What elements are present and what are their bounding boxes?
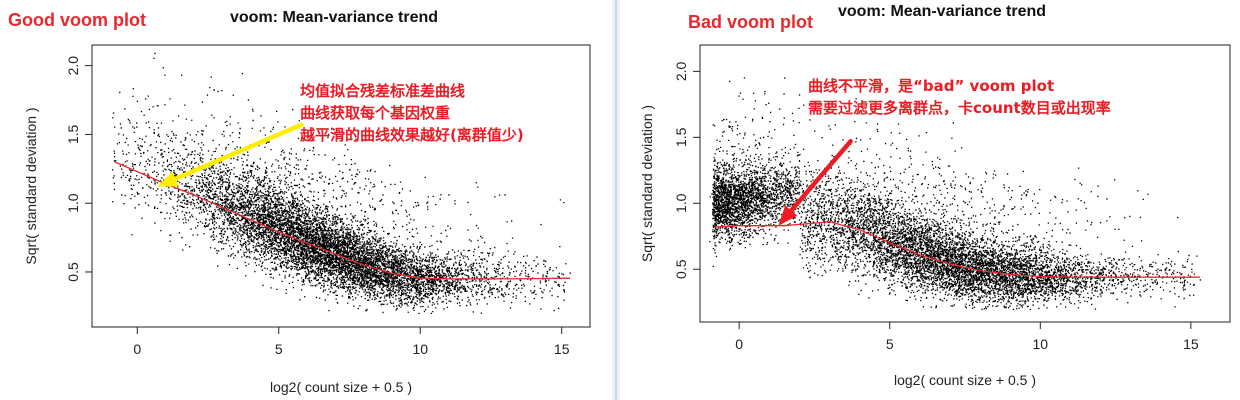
- y-tick-label: 1.5: [65, 124, 81, 144]
- annotation-line: 需要过滤更多离群点，卡count数目或出现率: [808, 99, 1111, 117]
- y-axis-label: Sqrt( standard deviation ): [639, 105, 655, 262]
- y-tick-label: 0.5: [673, 259, 689, 279]
- bad-voom-panel: 0 5 10 15 0.5 1.0 1.5 2.0 log2( count size + 0.5…: [620, 0, 1240, 400]
- x-axis-label: log2( count size + 0.5 ): [270, 379, 412, 395]
- annotation-line: 曲线获取每个基因权重: [300, 104, 451, 122]
- annotation-line: 越平滑的曲线效果越好(离群值少): [300, 126, 524, 144]
- x-tick-label: 5: [886, 336, 894, 352]
- x-tick-label: 5: [275, 341, 283, 357]
- y-tick-label: 2.0: [65, 56, 81, 76]
- annotation-line: 曲线不平滑，是“bad” voom plot: [808, 77, 1055, 95]
- good-voom-scatter-plot: 0 5 10 15 0.5 1.0 1.5 2.0 log2( count size + 0.5…: [23, 44, 591, 395]
- bad-voom-label: Bad voom plot: [688, 12, 813, 32]
- y-axis-label: Sqrt( standard deviation ): [23, 107, 39, 264]
- plot-frame: [91, 44, 591, 328]
- x-axis-label: log2( count size + 0.5 ): [894, 372, 1036, 388]
- good-voom-title: voom: Mean-variance trend: [230, 9, 439, 26]
- x-tick-label: 10: [1032, 336, 1048, 352]
- bad-voom-scatter-plot: 0 5 10 15 0.5 1.0 1.5 2.0 log2( count size + 0.5…: [639, 44, 1231, 388]
- bad-voom-annotation: 曲线不平滑，是“bad” voom plot 需要过滤更多离群点，卡count数…: [808, 75, 1111, 119]
- y-tick-label: 1.5: [673, 127, 689, 147]
- scatter-point-cloud: [709, 77, 1201, 310]
- bad-voom-title: voom: Mean-variance trend: [838, 3, 1047, 20]
- annotation-arrow-head: [157, 171, 179, 187]
- annotation-arrow-shaft: [173, 122, 304, 182]
- y-tick-label: 1.0: [65, 193, 81, 213]
- y-tick-label: 0.5: [65, 262, 81, 282]
- annotation-arrow-head: [778, 205, 798, 226]
- y-tick-label: 1.0: [673, 193, 689, 213]
- trend-line: [715, 221, 1200, 278]
- annotation-arrow-shaft: [789, 139, 853, 213]
- x-tick-label: 15: [554, 341, 570, 357]
- annotation-line: 均值拟合残差标准差曲线: [300, 82, 466, 100]
- x-tick-label: 0: [735, 336, 743, 352]
- x-tick-label: 0: [133, 341, 141, 357]
- scatter-points: [112, 52, 571, 315]
- good-voom-annotation: 均值拟合残差标准差曲线 曲线获取每个基因权重 越平滑的曲线效果越好(离群值少): [300, 80, 524, 146]
- good-voom-panel: 0 5 10 15 0.5 1.0 1.5 2.0 log2( count size + 0.5…: [0, 0, 612, 400]
- x-tick-label: 15: [1183, 336, 1199, 352]
- plot-frame: [699, 44, 1231, 323]
- good-voom-label: Good voom plot: [8, 10, 146, 30]
- scatter-points: [709, 77, 1201, 310]
- y-tick-label: 2.0: [673, 61, 689, 81]
- scatter-point-cloud: [112, 52, 571, 315]
- panel-divider: [612, 0, 620, 400]
- x-tick-label: 10: [412, 341, 428, 357]
- trend-line: [114, 161, 571, 280]
